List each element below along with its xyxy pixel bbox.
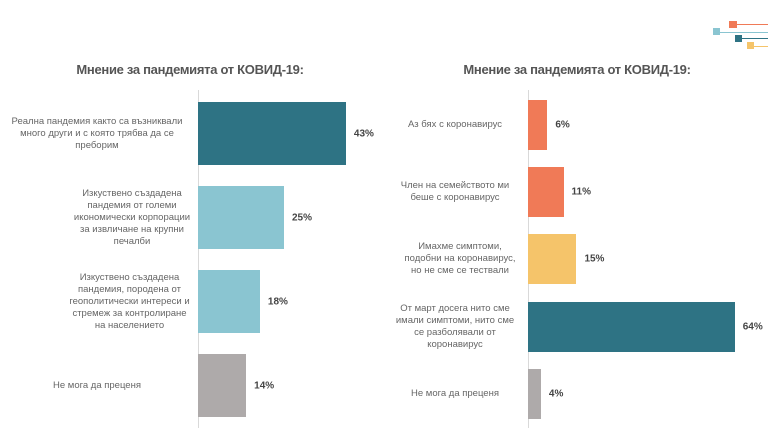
data-label: 18%	[267, 296, 288, 307]
category-label: Член на семейството ми беше с коронавиру…	[400, 180, 510, 203]
data-label: 6%	[555, 119, 570, 131]
data-label: 15%	[584, 253, 605, 265]
category-label: Не мога да преценя	[53, 379, 141, 391]
data-label: 64%	[742, 321, 763, 333]
category-label: От март досега нито сме имали симптоми, …	[395, 303, 515, 350]
data-label: 14%	[254, 380, 275, 391]
category-label: Изкуствено създадена пандемия от големи …	[73, 187, 191, 247]
category-label: Реална пандемия както са възниквали мног…	[11, 115, 183, 151]
left-chart-axis	[198, 90, 199, 428]
right-chart-title: Мнение за пандемията от КОВИД-19:	[463, 62, 691, 77]
bar	[198, 186, 284, 249]
category-label: Имахме симптоми, подобни на коронавирус,…	[404, 241, 516, 276]
bar	[198, 102, 346, 165]
bar	[528, 167, 564, 217]
bar	[198, 354, 247, 417]
data-label: 4%	[548, 388, 564, 400]
bar	[198, 270, 260, 333]
category-label: Изкуствено създадена пандемия, породена …	[69, 271, 190, 331]
bar	[528, 369, 541, 419]
bar	[528, 302, 735, 352]
category-label: Не мога да преценя	[411, 388, 499, 399]
data-label: 11%	[571, 186, 591, 198]
category-label: Аз бях с коронавирус	[407, 119, 503, 130]
data-label: 43%	[353, 128, 374, 139]
data-label: 25%	[292, 212, 313, 223]
left-chart-title: Мнение за пандемията от КОВИД-19:	[76, 62, 304, 77]
bar	[528, 100, 548, 150]
bar	[528, 234, 577, 284]
